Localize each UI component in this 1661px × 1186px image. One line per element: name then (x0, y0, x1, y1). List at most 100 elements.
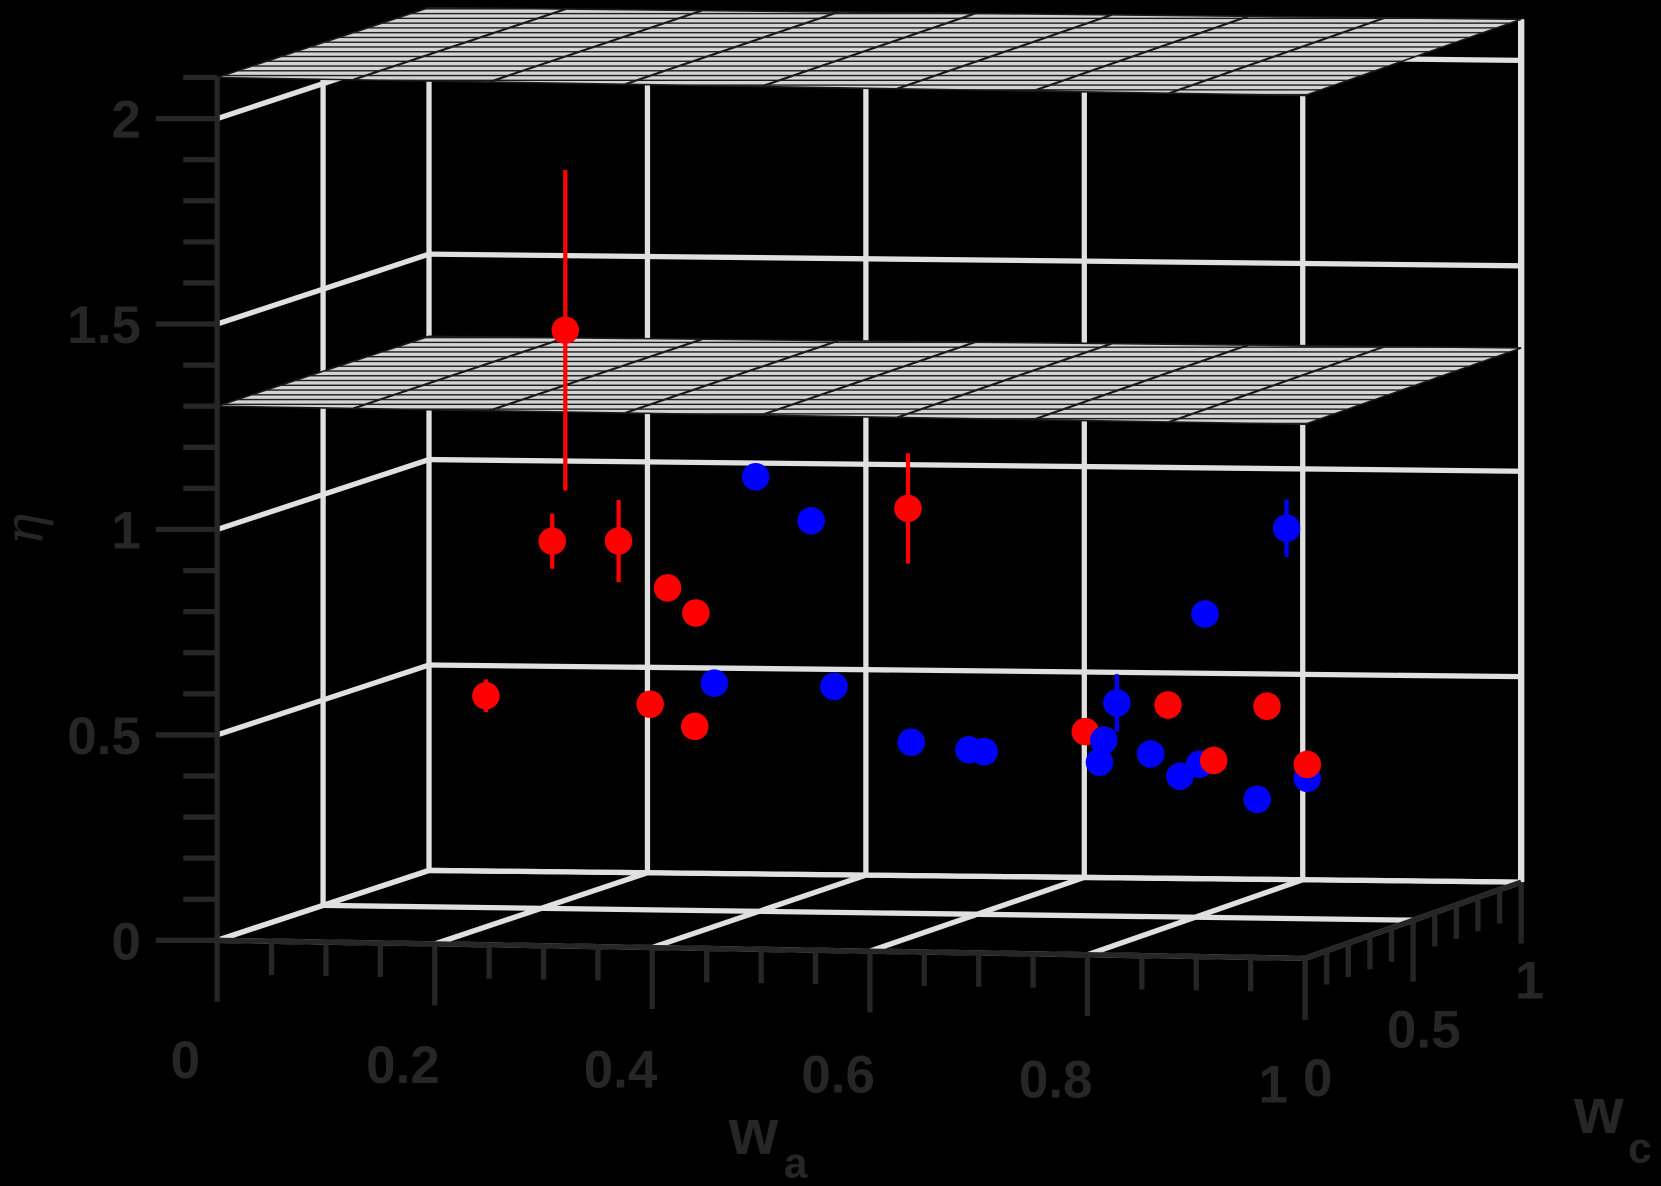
plane-mesh-line (760, 341, 976, 417)
marker (538, 527, 567, 555)
marker (636, 690, 664, 719)
marker (894, 494, 922, 523)
z-tick-label: 2 (111, 91, 140, 150)
data-point (1136, 740, 1165, 768)
marker (1253, 692, 1281, 721)
data-point (741, 462, 770, 491)
plane-mesh-line (896, 13, 1112, 90)
data-point (1154, 691, 1182, 719)
reference-planes (216, 6, 1522, 426)
data-point (1272, 499, 1301, 558)
data-point (1199, 746, 1228, 775)
marker (680, 712, 709, 741)
data-point (1103, 674, 1131, 732)
axes (155, 74, 1524, 1020)
marker (1199, 746, 1228, 775)
x-tick-label: 0.6 (801, 1046, 875, 1105)
y-axis-label: w c (1573, 1076, 1652, 1172)
data-point (700, 669, 729, 697)
data-point (538, 513, 567, 569)
data-point (1191, 600, 1219, 628)
marker (700, 669, 729, 697)
z-axis-label: η (0, 513, 55, 545)
data-point (820, 672, 848, 701)
x-tick-label: 1 (1259, 1055, 1288, 1114)
marker (472, 682, 500, 710)
svg-text:w: w (728, 1097, 779, 1168)
data-point (797, 507, 825, 535)
marker (897, 728, 926, 757)
marker (1154, 691, 1182, 719)
plane-mesh-line (896, 342, 1112, 419)
plane-mesh-line (352, 336, 566, 410)
marker (604, 527, 633, 555)
svg-text:c: c (1628, 1125, 1652, 1172)
z-tick-label: 0.5 (67, 707, 141, 766)
grid-line-back-horizontal (428, 662, 1522, 680)
svg-text:a: a (784, 1140, 808, 1186)
marker (1136, 740, 1165, 768)
plane-mesh-line (624, 339, 839, 414)
marker (1090, 726, 1118, 754)
upper-reference-plane (216, 6, 1522, 97)
marker (1243, 785, 1271, 814)
data-point (894, 453, 922, 564)
data-point (1253, 692, 1281, 721)
grid-line-back-horizontal (428, 251, 1522, 269)
marker (1191, 600, 1219, 628)
plane-mesh-line (624, 10, 839, 86)
plane-mesh-line (1168, 345, 1386, 423)
marker (1272, 514, 1301, 543)
grid-line-floor-horizontal (323, 902, 1414, 923)
plane-mesh-line (760, 12, 976, 88)
data-point (472, 679, 500, 713)
lower-reference-plane (216, 335, 1522, 426)
plane-mesh-line (1032, 15, 1249, 93)
x-tick-label: 0.8 (1019, 1050, 1093, 1109)
marker (970, 737, 998, 766)
plane-mesh-line (1168, 16, 1386, 95)
plane-mesh-line (488, 338, 703, 412)
z-tick-label: 1.5 (67, 296, 141, 355)
data-point (636, 690, 664, 719)
svg-text:w: w (1573, 1076, 1624, 1147)
data-point (1243, 785, 1271, 814)
data-point (1293, 750, 1322, 779)
grid-lines (216, 7, 1525, 961)
marker (741, 462, 770, 491)
tick-labels: 00.511.520 0.2 0.4 0.6 0.8 1 00.51 (67, 91, 1544, 1115)
grid-line-back-horizontal (428, 456, 1522, 474)
plane-mesh-line (488, 9, 703, 84)
marker (1293, 750, 1322, 779)
plane-mesh-line (352, 8, 566, 81)
data-point (1085, 748, 1114, 776)
data-point (897, 728, 926, 757)
z-tick-label: 1 (111, 502, 140, 561)
marker (551, 316, 580, 344)
marker (653, 574, 682, 602)
data-point (682, 599, 710, 627)
y-tick-label: 0 (1303, 1049, 1332, 1108)
x-tick-label: 0 (171, 1031, 200, 1090)
marker (682, 599, 710, 627)
x-axis-label: w a (728, 1097, 808, 1186)
grid-line-floor-horizontal (428, 867, 1522, 885)
data-point (653, 574, 682, 602)
data-point (604, 499, 633, 583)
plane-mesh-line (1032, 344, 1249, 421)
marker (820, 672, 848, 701)
data-points (472, 169, 1322, 814)
x-tick-label: 0.4 (584, 1041, 658, 1100)
data-point (680, 712, 709, 741)
x-tick-label: 0.2 (366, 1036, 440, 1095)
marker (797, 507, 825, 535)
marker (1085, 748, 1114, 776)
marker (1103, 689, 1131, 717)
data-point (1090, 726, 1118, 754)
data-point (970, 737, 998, 766)
y-tick-label: 0.5 (1387, 1000, 1461, 1059)
y-tick-label: 1 (1515, 952, 1544, 1011)
z-tick-label: 0 (111, 912, 140, 971)
